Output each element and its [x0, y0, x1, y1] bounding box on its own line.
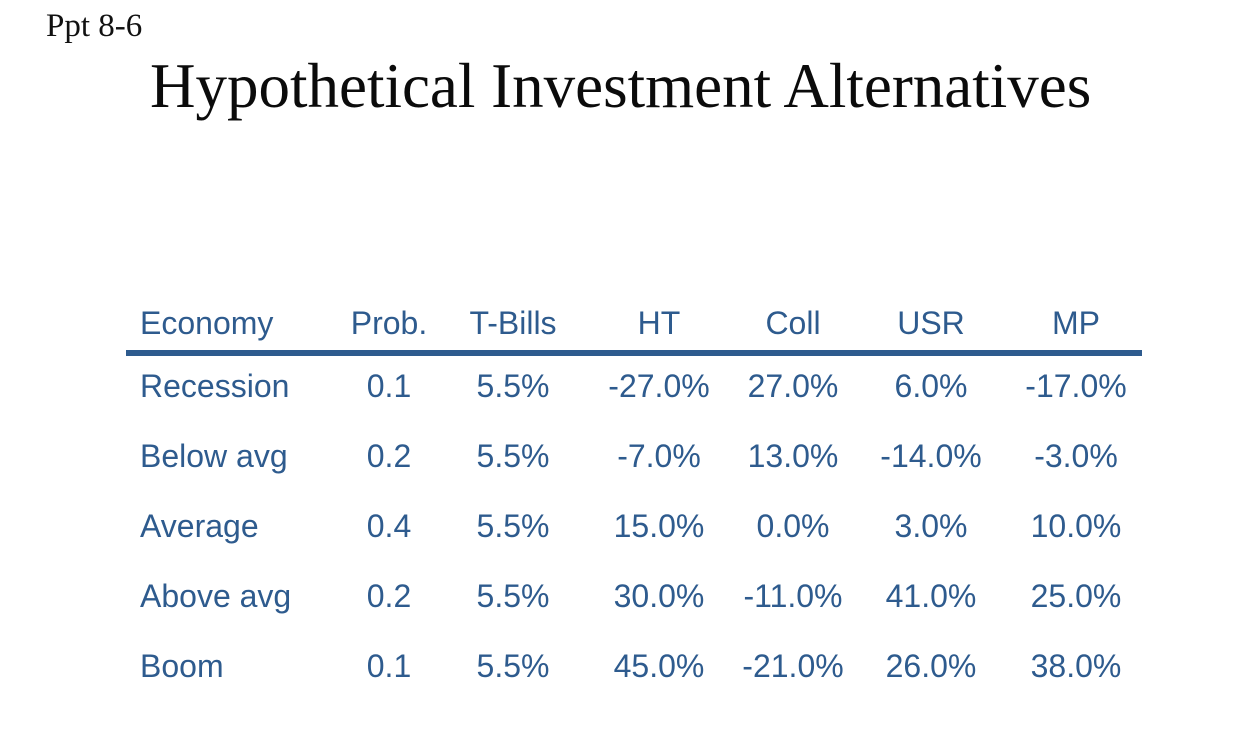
table-row-recession: Recession 0.1 5.5% -27.0% 27.0% 6.0% -17…: [126, 353, 1142, 426]
tbills-cell: 5.5%: [476, 437, 550, 474]
mp-cell: 25.0%: [1030, 577, 1122, 614]
mp-cell: -3.0%: [1034, 437, 1118, 474]
prob-cell: 0.1: [366, 647, 412, 684]
table-row-above-avg: Above avg 0.2 5.5% 30.0% -11.0% 41.0% 25…: [126, 566, 1142, 636]
column-header-usr: USR: [852, 302, 1010, 356]
economy-cell: Below avg: [140, 437, 288, 474]
column-header-tbills: T-Bills: [442, 302, 584, 356]
slide-number-label: Ppt 8-6: [46, 8, 143, 44]
table-header-row: Economy Prob. T-Bills HT Coll USR MP: [126, 302, 1142, 356]
coll-cell: 27.0%: [747, 367, 839, 404]
table-row-average: Average 0.4 5.5% 15.0% 0.0% 3.0% 10.0%: [126, 496, 1142, 566]
mp-cell: 38.0%: [1030, 647, 1122, 684]
usr-cell: 26.0%: [885, 647, 977, 684]
prob-cell: 0.1: [366, 367, 412, 404]
ht-cell: -7.0%: [617, 437, 701, 474]
economy-cell: Recession: [140, 367, 290, 404]
slide-title: Hypothetical Investment Alternatives: [150, 51, 1092, 121]
ht-cell: 30.0%: [613, 577, 705, 614]
investment-returns-table: Economy Prob. T-Bills HT Coll USR MP Rec…: [126, 302, 1142, 706]
ht-cell: 45.0%: [613, 647, 705, 684]
column-header-economy: Economy: [126, 302, 336, 356]
table-body: Recession 0.1 5.5% -27.0% 27.0% 6.0% -17…: [126, 353, 1142, 706]
tbills-cell: 5.5%: [476, 647, 550, 684]
usr-cell: 41.0%: [885, 577, 977, 614]
prob-cell: 0.2: [366, 437, 412, 474]
coll-cell: -11.0%: [743, 577, 843, 614]
usr-cell: 6.0%: [894, 367, 968, 404]
tbills-cell: 5.5%: [476, 507, 550, 544]
table-row-boom: Boom 0.1 5.5% 45.0% -21.0% 26.0% 38.0%: [126, 636, 1142, 706]
tbills-cell: 5.5%: [476, 367, 550, 404]
coll-cell: 13.0%: [747, 437, 839, 474]
prob-cell: 0.4: [366, 507, 412, 544]
ht-cell: -27.0%: [608, 367, 710, 404]
usr-cell: -14.0%: [880, 437, 982, 474]
column-header-ht: HT: [584, 302, 734, 356]
column-header-prob: Prob.: [336, 302, 442, 356]
prob-cell: 0.2: [366, 577, 412, 614]
mp-cell: 10.0%: [1030, 507, 1122, 544]
tbills-cell: 5.5%: [476, 577, 550, 614]
column-header-coll: Coll: [734, 302, 852, 356]
economy-cell: Above avg: [140, 577, 292, 614]
mp-cell: -17.0%: [1025, 367, 1127, 404]
usr-cell: 3.0%: [894, 507, 968, 544]
economy-cell: Boom: [140, 647, 224, 684]
coll-cell: 0.0%: [756, 507, 830, 544]
coll-cell: -21.0%: [742, 647, 844, 684]
ht-cell: 15.0%: [613, 507, 705, 544]
table-header: Economy Prob. T-Bills HT Coll USR MP: [126, 302, 1142, 356]
column-header-mp: MP: [1010, 302, 1142, 356]
table-row-below-avg: Below avg 0.2 5.5% -7.0% 13.0% -14.0% -3…: [126, 426, 1142, 496]
economy-cell: Average: [140, 507, 259, 544]
